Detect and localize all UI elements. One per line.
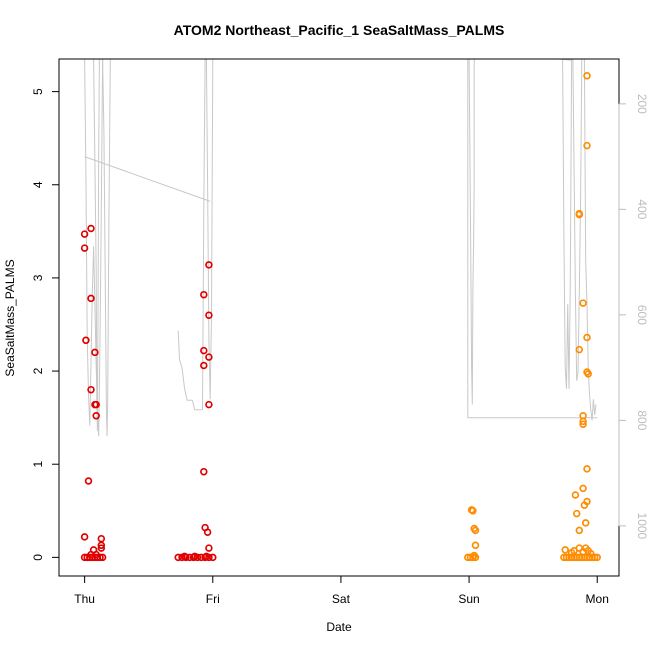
data-point [200,361,208,370]
data-point [579,420,587,428]
y-tick-label: 0 [31,554,45,561]
y2-tick-label: 1000 [635,513,649,540]
data-point [97,534,106,543]
y-axis-label: SeaSaltMass_PALMS [3,259,17,376]
data-point [92,400,100,409]
y-axis: 0 1 2 3 4 5 [31,88,60,561]
x-tick-label: Thu [74,592,95,606]
data-point [87,224,95,233]
data-point [579,417,587,426]
data-point [87,385,95,394]
data-point [82,336,90,345]
data-point [583,141,591,150]
altitude-segment [583,58,597,421]
altitude-segment [572,58,583,381]
data-point [87,294,95,303]
altitude-segment [202,58,206,410]
altitude-segment [467,59,598,419]
altitude-segment [84,58,104,437]
plot-frame [58,58,620,577]
data-point [581,519,590,527]
data-point [205,400,213,409]
data-point [593,553,601,562]
data-point [98,553,107,562]
data-point [97,541,106,550]
y-tick-label: 4 [31,181,45,188]
data-point [200,467,208,476]
data-point [202,552,211,561]
altitude-segment [467,58,475,405]
data-point [80,533,89,541]
y2-tick-label: 600 [635,305,649,325]
data-point [583,333,591,342]
data-point [200,290,208,299]
altitude-segment [102,58,111,437]
y2-tick-label: 400 [635,199,649,219]
data-point [180,552,189,561]
x-axis: Thu Fri Sat Sun Mon [74,575,609,606]
data-point [571,491,580,499]
altitude-segment [84,156,211,202]
data-point [200,346,208,355]
data-point [572,509,581,518]
data-point [471,541,480,550]
data-point [80,230,89,238]
y2-tick-label: 200 [635,94,649,114]
y2-tick-label: 800 [635,410,649,430]
altitude-trace [84,58,598,437]
y-tick-label: 1 [31,461,45,468]
data-points [80,72,601,562]
data-point [205,311,213,319]
data-point [191,552,199,561]
y-tick-label: 3 [31,274,45,281]
data-point [579,484,587,493]
y-tick-label: 5 [31,88,45,95]
data-point [579,299,587,307]
x-axis-label: Date [326,620,352,634]
x-tick-label: Sat [332,592,351,606]
altitude-segment [177,330,203,411]
data-point [205,261,213,269]
data-point [471,526,480,535]
data-point [575,345,584,354]
data-point [84,477,93,485]
data-point [209,553,217,562]
altitude-segment [562,58,573,389]
data-point [470,551,478,560]
data-point [590,553,599,562]
altitude-segment [93,58,100,431]
y-tick-label: 2 [31,367,45,374]
data-point [80,244,89,252]
data-point [584,370,592,378]
data-point [205,353,213,361]
data-point [92,550,100,559]
data-point [575,526,584,535]
x-tick-label: Fri [206,592,220,606]
data-point [203,528,212,536]
y2-axis-altitude: 200 400 600 800 1000 [618,94,649,540]
data-point [583,465,591,473]
data-point [91,348,99,357]
altitude-segment [205,58,214,400]
data-point [580,501,589,509]
data-point [205,544,213,552]
data-point [583,72,591,80]
chart-title: ATOM2 Northeast_Pacific_1 SeaSaltMass_PA… [174,22,505,38]
data-point [97,544,106,552]
data-point [587,549,595,558]
x-tick-label: Sun [458,592,479,606]
data-point [575,210,584,219]
x-tick-label: Mon [586,592,609,606]
data-point [92,412,100,420]
data-point [469,507,477,515]
data-point [561,546,569,554]
